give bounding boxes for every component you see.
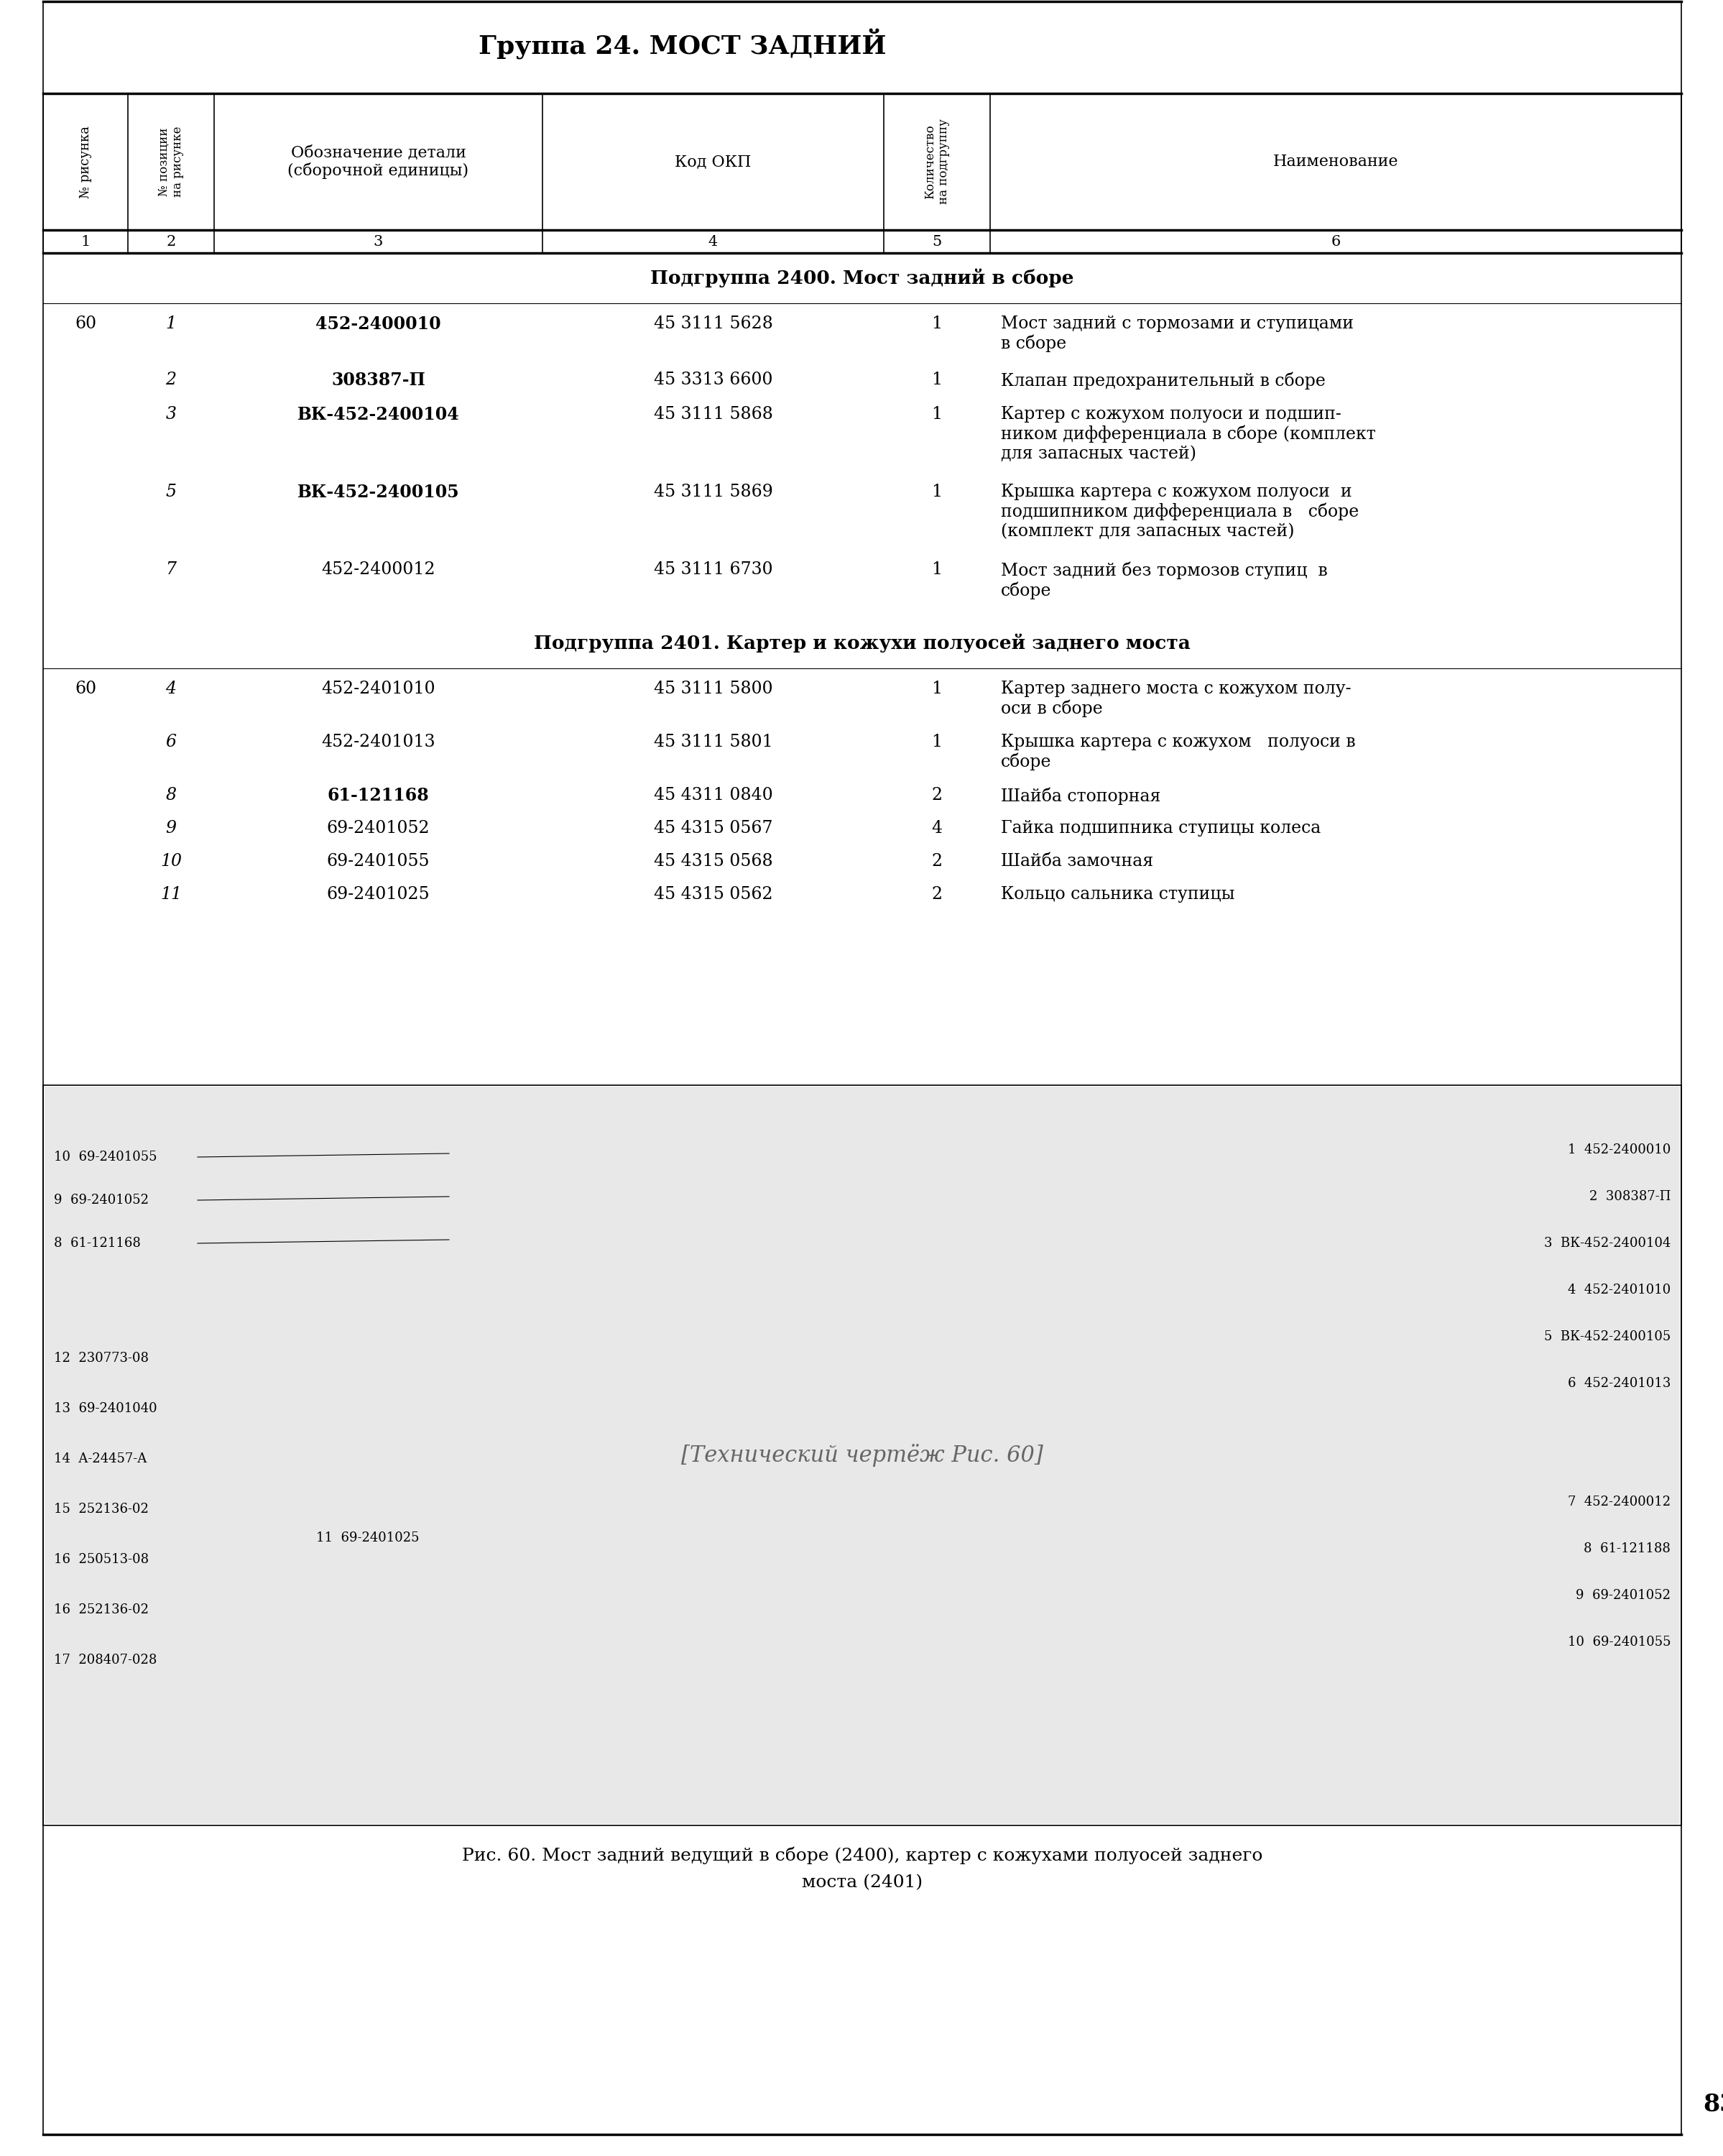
Text: 45 4315 0568: 45 4315 0568 <box>653 854 772 869</box>
Text: ВК-452-2400105: ВК-452-2400105 <box>298 483 460 500</box>
Text: Крышка картера с кожухом полуоси  и
подшипником дифференциала в   сборе
(комплек: Крышка картера с кожухом полуоси и подши… <box>1001 483 1359 539</box>
Text: 45 3111 6730: 45 3111 6730 <box>653 561 772 578</box>
Text: 4  452-2401010: 4 452-2401010 <box>1568 1283 1671 1296</box>
Text: 8: 8 <box>165 787 176 804</box>
Text: 45 3111 5628: 45 3111 5628 <box>653 315 772 332</box>
Text: Обозначение детали
(сборочной единицы): Обозначение детали (сборочной единицы) <box>288 144 469 179</box>
Text: 8  61-121168: 8 61-121168 <box>53 1238 141 1250</box>
Text: 60: 60 <box>74 681 96 696</box>
Text: 6  452-2401013: 6 452-2401013 <box>1568 1378 1671 1391</box>
Text: Количество
на подгруппу: Количество на подгруппу <box>924 119 949 205</box>
Text: Подгруппа 2400. Мост задний в сборе: Подгруппа 2400. Мост задний в сборе <box>651 270 1073 289</box>
Text: 45 3111 5801: 45 3111 5801 <box>653 733 772 750</box>
Text: 1: 1 <box>932 483 942 500</box>
Text: 45 4315 0567: 45 4315 0567 <box>653 819 772 837</box>
Text: 45 3111 5869: 45 3111 5869 <box>653 483 772 500</box>
Text: Код ОКП: Код ОКП <box>675 153 751 170</box>
Text: 1: 1 <box>932 561 942 578</box>
Text: Клапан предохранительный в сборе: Клапан предохранительный в сборе <box>1001 371 1325 388</box>
Text: 3: 3 <box>374 235 383 248</box>
Text: 14  A-24457-A: 14 A-24457-A <box>53 1453 146 1466</box>
Text: 2: 2 <box>932 787 942 804</box>
Text: 45 3313 6600: 45 3313 6600 <box>653 371 772 388</box>
Text: № позиции
на рисунке: № позиции на рисунке <box>159 127 184 196</box>
Bar <box>45 1087 1680 1824</box>
Text: Кольцо сальника ступицы: Кольцо сальника ступицы <box>1001 886 1235 903</box>
Text: Наименование: Наименование <box>1273 153 1399 170</box>
Text: 61-121168: 61-121168 <box>327 787 429 804</box>
Text: 3  ВК-452-2400104: 3 ВК-452-2400104 <box>1544 1238 1671 1250</box>
Text: 69-2401052: 69-2401052 <box>327 819 431 837</box>
Text: Группа 24. МОСТ ЗАДНИЙ: Группа 24. МОСТ ЗАДНИЙ <box>479 28 886 60</box>
Text: 1  452-2400010: 1 452-2400010 <box>1568 1143 1671 1156</box>
Text: 452-2401013: 452-2401013 <box>320 733 436 750</box>
Text: 45 3111 5868: 45 3111 5868 <box>653 405 772 423</box>
Text: № рисунка: № рисунка <box>79 125 91 198</box>
Text: ВК-452-2400104: ВК-452-2400104 <box>296 405 460 423</box>
Text: 4: 4 <box>932 819 942 837</box>
Text: 2: 2 <box>165 371 176 388</box>
Text: 1: 1 <box>932 733 942 750</box>
Text: 45 4315 0562: 45 4315 0562 <box>653 886 772 903</box>
Text: 9  69-2401052: 9 69-2401052 <box>53 1194 148 1207</box>
Text: 11: 11 <box>160 886 183 903</box>
Text: 308387-П: 308387-П <box>331 371 426 388</box>
Text: 45 4311 0840: 45 4311 0840 <box>653 787 772 804</box>
Text: 1: 1 <box>932 405 942 423</box>
Text: 5: 5 <box>165 483 176 500</box>
Text: 16  252136-02: 16 252136-02 <box>53 1604 148 1617</box>
Text: 1: 1 <box>81 235 90 248</box>
Text: 1: 1 <box>932 315 942 332</box>
Text: Подгруппа 2401. Картер и кожухи полуосей заднего моста: Подгруппа 2401. Картер и кожухи полуосей… <box>534 634 1191 653</box>
Text: [Технический чертёж Рис. 60]: [Технический чертёж Рис. 60] <box>681 1445 1042 1466</box>
Text: моста (2401): моста (2401) <box>801 1874 922 1891</box>
Text: Мост задний с тормозами и ступицами
в сборе: Мост задний с тормозами и ступицами в сб… <box>1001 315 1354 351</box>
Text: 11  69-2401025: 11 69-2401025 <box>315 1531 419 1544</box>
Text: Картер заднего моста с кожухом полу-
оси в сборе: Картер заднего моста с кожухом полу- оси… <box>1001 681 1351 718</box>
Text: 13  69-2401040: 13 69-2401040 <box>53 1401 157 1414</box>
Text: 16  250513-08: 16 250513-08 <box>53 1552 148 1565</box>
Text: 7: 7 <box>165 561 176 578</box>
Text: 12  230773-08: 12 230773-08 <box>53 1352 148 1365</box>
Text: 83: 83 <box>1702 2093 1723 2117</box>
Text: 45 3111 5800: 45 3111 5800 <box>653 681 772 696</box>
Text: Гайка подшипника ступицы колеса: Гайка подшипника ступицы колеса <box>1001 819 1322 837</box>
Text: 3: 3 <box>165 405 176 423</box>
Text: Крышка картера с кожухом   полуоси в
сборе: Крышка картера с кожухом полуоси в сборе <box>1001 733 1356 770</box>
Text: 6: 6 <box>1330 235 1340 248</box>
Text: 1: 1 <box>165 315 176 332</box>
Text: 2  308387-П: 2 308387-П <box>1589 1190 1671 1203</box>
Text: 17  208407-028: 17 208407-028 <box>53 1654 157 1667</box>
Text: 10  69-2401055: 10 69-2401055 <box>1568 1636 1671 1649</box>
Text: Картер с кожухом полуоси и подшип-
ником дифференциала в сборе (комплект
для зап: Картер с кожухом полуоси и подшип- ником… <box>1001 405 1375 461</box>
Text: Мост задний без тормозов ступиц  в
сборе: Мост задний без тормозов ступиц в сборе <box>1001 561 1328 599</box>
Text: 9: 9 <box>165 819 176 837</box>
Text: 2: 2 <box>932 886 942 903</box>
Text: 7  452-2400012: 7 452-2400012 <box>1568 1496 1671 1509</box>
Text: 2: 2 <box>932 854 942 869</box>
Text: 69-2401025: 69-2401025 <box>327 886 431 903</box>
Text: 10  69-2401055: 10 69-2401055 <box>53 1151 157 1164</box>
Text: 9  69-2401052: 9 69-2401052 <box>1577 1589 1671 1602</box>
Text: 1: 1 <box>932 681 942 696</box>
Text: 4: 4 <box>165 681 176 696</box>
Text: 15  252136-02: 15 252136-02 <box>53 1503 148 1516</box>
Text: 452-2401010: 452-2401010 <box>320 681 436 696</box>
Text: Рис. 60. Мост задний ведущий в сборе (2400), картер с кожухами полуосей заднего: Рис. 60. Мост задний ведущий в сборе (24… <box>462 1848 1263 1865</box>
Text: 6: 6 <box>165 733 176 750</box>
Text: 8  61-121188: 8 61-121188 <box>1583 1542 1671 1554</box>
Text: 1: 1 <box>932 371 942 388</box>
Text: 452-2400010: 452-2400010 <box>315 315 441 332</box>
Text: 69-2401055: 69-2401055 <box>327 854 429 869</box>
Text: 5: 5 <box>932 235 942 248</box>
Text: 60: 60 <box>74 315 96 332</box>
Text: 2: 2 <box>165 235 176 248</box>
Text: 5  ВК-452-2400105: 5 ВК-452-2400105 <box>1544 1330 1671 1343</box>
Text: 452-2400012: 452-2400012 <box>320 561 436 578</box>
Text: 10: 10 <box>160 854 183 869</box>
Text: 4: 4 <box>708 235 718 248</box>
Text: Шайба стопорная: Шайба стопорная <box>1001 787 1161 804</box>
Text: Шайба замочная: Шайба замочная <box>1001 854 1153 869</box>
